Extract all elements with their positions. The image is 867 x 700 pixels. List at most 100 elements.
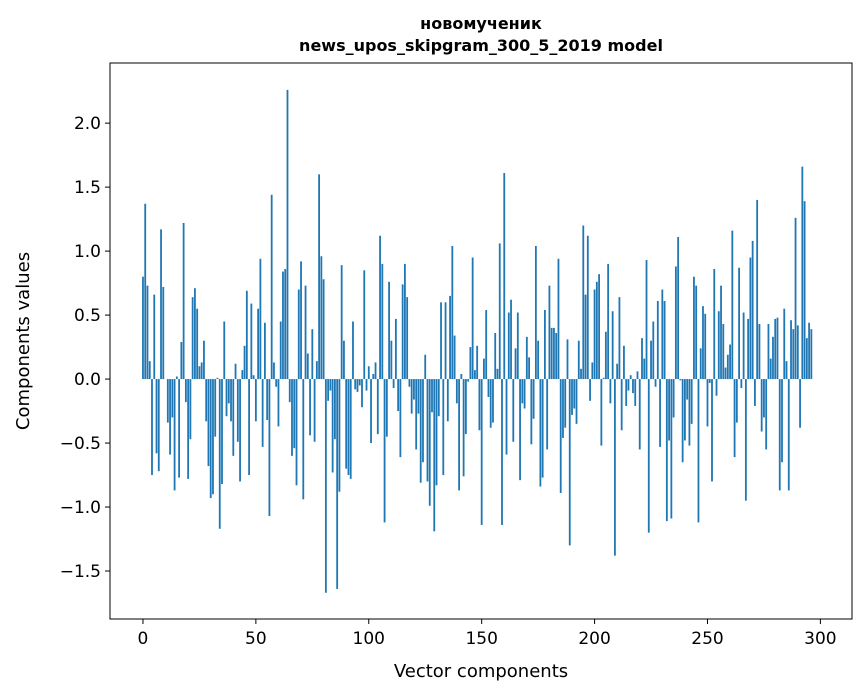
bar — [623, 345, 625, 380]
bar — [679, 379, 682, 381]
bar — [616, 363, 619, 380]
bar — [801, 166, 804, 380]
bar — [277, 379, 280, 427]
bar — [322, 279, 325, 380]
bar — [514, 348, 517, 380]
bar — [787, 379, 790, 491]
bar — [510, 299, 512, 380]
bar — [620, 379, 623, 431]
y-tick-label: 0.5 — [74, 306, 101, 326]
bar — [239, 379, 241, 482]
bar — [324, 379, 327, 593]
bar — [774, 318, 777, 380]
bar — [715, 379, 718, 396]
bar — [198, 366, 201, 380]
bar — [397, 379, 400, 412]
x-tick-label: 200 — [578, 629, 610, 649]
bar — [532, 379, 535, 419]
bar — [404, 263, 406, 380]
bar — [783, 308, 786, 380]
bar — [611, 311, 614, 380]
bar — [248, 379, 250, 476]
bar — [609, 379, 612, 404]
bar — [697, 379, 700, 523]
bar — [385, 379, 388, 437]
bar — [494, 333, 497, 380]
bar — [530, 379, 533, 445]
bar — [449, 295, 451, 380]
bar — [485, 309, 488, 380]
bar — [618, 297, 621, 380]
bar — [733, 379, 736, 458]
bar — [329, 379, 332, 391]
bar — [767, 324, 770, 380]
bar — [388, 281, 390, 380]
bar — [478, 379, 481, 431]
bar — [577, 340, 580, 380]
bar — [525, 336, 528, 380]
bar — [392, 379, 395, 389]
bar — [604, 331, 607, 380]
bar — [406, 297, 409, 380]
bar — [627, 379, 630, 391]
bar — [632, 379, 634, 394]
bar — [487, 379, 490, 397]
bar — [650, 340, 652, 380]
bar — [668, 379, 670, 441]
bar — [394, 318, 397, 380]
bar — [376, 379, 379, 435]
bar — [354, 379, 357, 390]
bar — [209, 379, 212, 499]
bar — [672, 379, 675, 418]
bar — [379, 235, 381, 380]
bar — [521, 379, 524, 404]
bar — [175, 376, 178, 380]
bar — [207, 379, 210, 467]
bar — [410, 379, 413, 414]
bar — [218, 379, 221, 529]
bar — [550, 327, 553, 380]
bar — [340, 265, 343, 380]
bar — [654, 379, 657, 387]
bar — [431, 379, 433, 413]
bar — [573, 379, 576, 409]
x-tick-label: 300 — [804, 629, 836, 649]
bar — [225, 379, 228, 417]
bar — [372, 373, 375, 380]
bar — [717, 311, 720, 380]
bar — [349, 379, 352, 479]
x-tick-label: 250 — [691, 629, 723, 649]
bar — [455, 379, 458, 404]
bar — [462, 379, 465, 477]
bar — [541, 379, 544, 478]
bar — [778, 379, 781, 491]
bar — [275, 379, 278, 387]
bar — [607, 263, 610, 380]
bar — [501, 379, 503, 525]
bar — [304, 285, 307, 380]
y-tick-label: −0.5 — [60, 434, 101, 454]
bar — [507, 312, 510, 380]
bar — [749, 257, 752, 380]
bar — [363, 270, 366, 380]
bar — [769, 358, 772, 380]
bar — [519, 379, 521, 481]
bar — [365, 379, 368, 391]
bar — [381, 263, 384, 380]
bar — [742, 312, 745, 380]
bar — [245, 290, 248, 380]
bar — [480, 379, 483, 525]
bar — [803, 201, 806, 380]
bar — [234, 363, 237, 380]
bar — [352, 321, 354, 380]
bar — [446, 379, 449, 422]
bar — [740, 379, 743, 389]
bar — [268, 379, 271, 516]
bar — [557, 258, 560, 380]
bar — [315, 361, 318, 380]
bar — [760, 379, 763, 432]
bar — [738, 267, 740, 380]
bar — [383, 379, 386, 523]
bar — [338, 379, 341, 492]
bar — [805, 338, 808, 380]
